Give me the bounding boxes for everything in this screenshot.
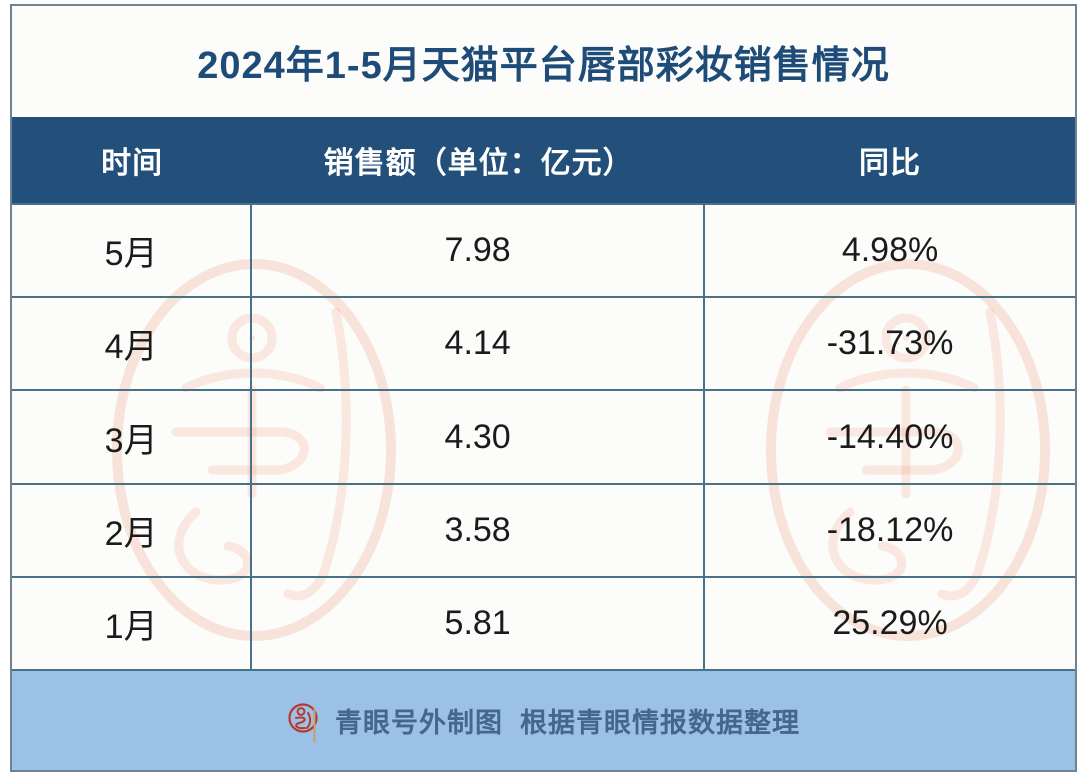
table-row: 3月 4.30 -14.40% <box>12 389 1075 483</box>
sales-cell: 3.58 <box>252 484 706 576</box>
qingyan-logo-icon <box>288 702 318 742</box>
month-cell: 5月 <box>12 205 253 297</box>
column-header-sales: 销售额（单位：亿元） <box>323 147 634 180</box>
month-cell: 1月 <box>12 577 253 670</box>
page-title: 2024年1-5月天猫平台唇部彩妆销售情况 <box>197 45 890 87</box>
sales-cell: 4.30 <box>252 391 706 483</box>
infographic-frame: 2024年1-5月天猫平台唇部彩妆销售情况 时间 销售额（单位：亿元） 同比 5… <box>10 4 1077 772</box>
sales-cell: 7.98 <box>252 205 706 297</box>
yoy-cell: -18.12% <box>826 510 954 549</box>
table-body: 5月 7.98 4.98% 4月 4.14 -31.73% 3月 4.30 -14.40% 2月 3… <box>12 205 1075 670</box>
yoy-cell: -31.73% <box>826 324 954 363</box>
month-cell: 3月 <box>12 391 253 483</box>
footer-credit-text: 青眼号外制图 根据青眼情报数据整理 <box>334 708 800 738</box>
month-cell: 2月 <box>12 484 253 576</box>
table-row: 1月 5.81 25.29% <box>12 575 1075 670</box>
sales-cell: 5.81 <box>252 577 706 670</box>
yoy-cell: -14.40% <box>826 417 954 456</box>
sales-cell: 4.14 <box>252 298 706 390</box>
table-row: 5月 7.98 4.98% <box>12 205 1075 297</box>
yoy-cell: 25.29% <box>832 603 948 642</box>
yoy-cell: 4.98% <box>841 231 939 270</box>
title-bar: 2024年1-5月天猫平台唇部彩妆销售情况 <box>12 6 1075 117</box>
month-cell: 4月 <box>12 298 253 390</box>
column-header-yoy: 同比 <box>859 147 922 180</box>
table-row: 4月 4.14 -31.73% <box>12 296 1075 390</box>
table-header-row: 时间 销售额（单位：亿元） 同比 <box>12 117 1075 205</box>
table-row: 2月 3.58 -18.12% <box>12 482 1075 576</box>
footer-bar: 青眼号外制图 根据青眼情报数据整理 <box>12 669 1075 770</box>
column-header-time: 时间 <box>101 147 164 180</box>
